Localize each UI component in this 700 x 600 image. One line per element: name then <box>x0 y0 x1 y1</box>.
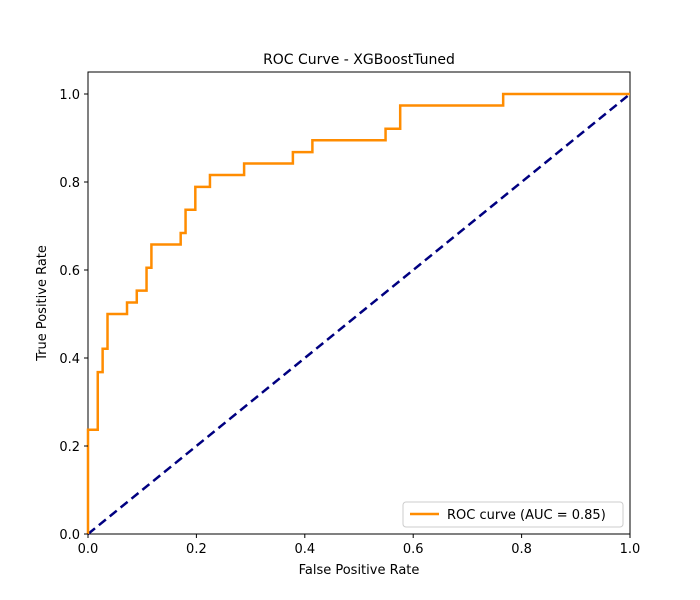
plot-area <box>86 71 631 535</box>
legend: ROC curve (AUC = 0.85) <box>402 501 624 528</box>
x-tick-label: 1.0 <box>620 542 641 557</box>
plot-frame <box>87 71 631 535</box>
legend-label-roc: ROC curve (AUC = 0.85) <box>447 508 606 523</box>
x-tick-label: 0.4 <box>294 542 315 557</box>
chart-title: ROC Curve - XGBoostTuned <box>263 52 455 68</box>
x-tick-label: 0.6 <box>403 542 424 557</box>
y-tick-label: 1.0 <box>59 88 80 103</box>
roc-curve-line <box>86 92 630 534</box>
y-tick-label: 0.6 <box>59 264 80 279</box>
y-axis: 0.0 0.2 0.4 0.6 0.8 1.0 <box>59 88 88 543</box>
y-axis-label: True Positive Rate <box>35 245 50 362</box>
x-tick-label: 0.8 <box>511 542 532 557</box>
y-tick-label: 0.2 <box>59 440 80 455</box>
x-axis: 0.0 0.2 0.4 0.6 0.8 1.0 <box>78 534 641 557</box>
x-tick-label: 0.0 <box>78 542 99 557</box>
y-tick-label: 0.8 <box>59 176 80 191</box>
y-tick-label: 0.0 <box>59 528 80 543</box>
legend-box <box>402 501 624 528</box>
x-axis-label: False Positive Rate <box>299 563 420 578</box>
x-tick-label: 0.2 <box>186 542 207 557</box>
y-tick-label: 0.4 <box>59 352 80 367</box>
chance-diagonal-line <box>87 93 631 535</box>
series-layer <box>86 92 631 535</box>
